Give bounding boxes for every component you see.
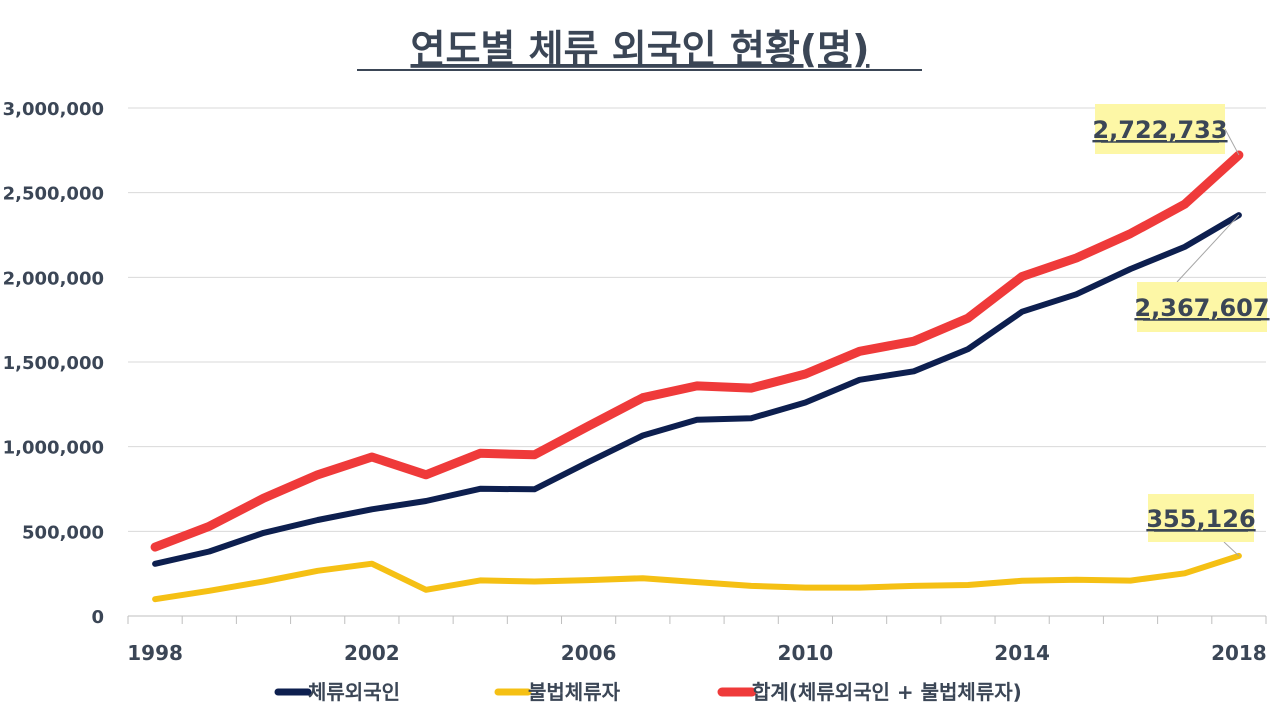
callout-leader bbox=[1224, 128, 1240, 156]
data-label: 2,722,733 bbox=[1092, 116, 1227, 144]
legend-item-0: 체류외국인 bbox=[274, 680, 400, 704]
axes bbox=[127, 615, 1267, 624]
callout-box bbox=[1148, 494, 1254, 542]
x-tick-label: 2014 bbox=[994, 641, 1050, 665]
y-tick-label: 1,500,000 bbox=[3, 353, 104, 374]
legend-label: 합계(체류외국인 + 불법체류자) bbox=[752, 680, 1022, 704]
series-line-0 bbox=[152, 212, 1242, 567]
legend-item-2: 합계(체류외국인 + 불법체류자) bbox=[717, 680, 1022, 704]
chart-title: 연도별 체류 외국인 현황(명) bbox=[411, 27, 870, 71]
callout-leader bbox=[1176, 214, 1240, 283]
legend-label: 체류외국인 bbox=[308, 680, 400, 704]
y-tick-label: 0 bbox=[91, 607, 104, 628]
legend-label: 불법체류자 bbox=[528, 680, 621, 704]
x-tick-label: 2018 bbox=[1211, 641, 1267, 665]
y-tick-label: 1,000,000 bbox=[3, 438, 104, 459]
y-tick-label: 3,000,000 bbox=[3, 99, 104, 120]
x-tick-label: 2002 bbox=[344, 641, 400, 665]
callout-box bbox=[1095, 104, 1225, 154]
data-label: 2,367,607 bbox=[1134, 294, 1269, 322]
x-tick-label: 2006 bbox=[561, 641, 617, 665]
y-tick-labels: 0 500,000 1,000,000 1,500,000 2,000,000 2,500… bbox=[3, 99, 104, 628]
series-lines bbox=[150, 150, 1244, 603]
x-tick-labels: 1998 2002 2006 2010 2014 2018 bbox=[127, 641, 1266, 665]
gridlines bbox=[128, 107, 1266, 532]
x-tick-label: 1998 bbox=[127, 641, 183, 665]
y-tick-label: 2,000,000 bbox=[3, 268, 104, 289]
callout-leader bbox=[1223, 541, 1240, 557]
legend-item-1: 불법체류자 bbox=[494, 680, 621, 704]
legend: 체류외국인 불법체류자 합계(체류외국인 + 불법체류자) bbox=[274, 680, 1022, 704]
callout-box bbox=[1137, 282, 1267, 332]
data-label: 355,126 bbox=[1146, 505, 1255, 533]
series-line-1 bbox=[152, 552, 1242, 603]
series-line-2 bbox=[150, 150, 1244, 552]
data-callouts: 2,722,733 2,367,607 355,126 bbox=[1092, 104, 1270, 557]
y-tick-label: 2,500,000 bbox=[3, 184, 104, 205]
y-tick-label: 500,000 bbox=[22, 522, 104, 543]
x-tick-label: 2010 bbox=[778, 641, 834, 665]
